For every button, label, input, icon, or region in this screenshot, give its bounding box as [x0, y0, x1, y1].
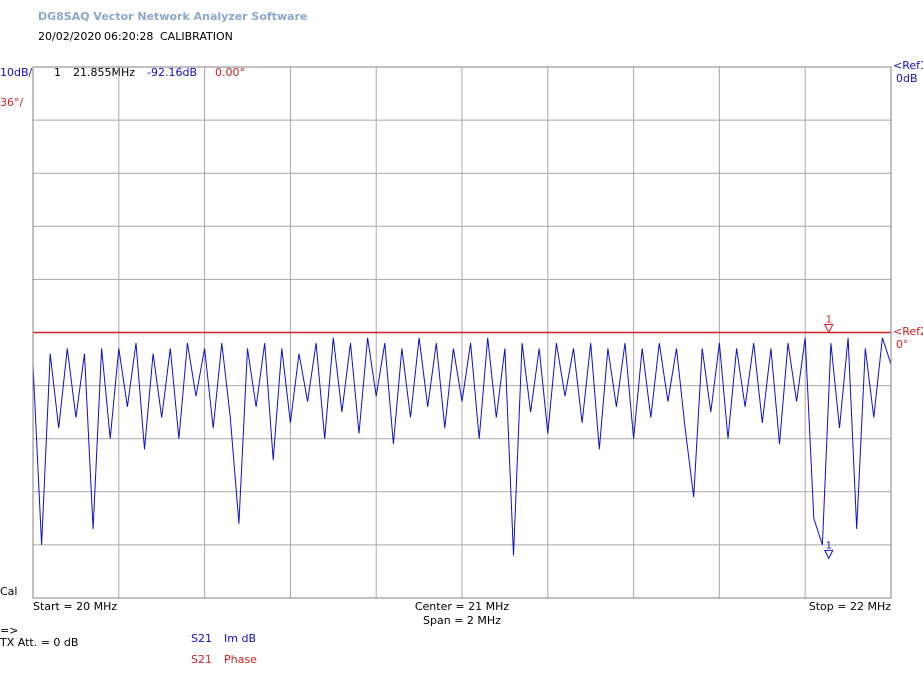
tx-att: TX Att. = 0 dB: [0, 636, 78, 649]
marker-db-symbol: [823, 549, 834, 560]
ref2-level: 0°: [896, 338, 909, 351]
marker-phase-symbol: [823, 324, 834, 334]
marker-number: 1: [826, 540, 832, 551]
scale-trace1: 10dB/: [0, 66, 33, 79]
legend-label: Im dB: [224, 632, 256, 645]
marker-index: 1: [54, 66, 61, 79]
legend-name: S21: [191, 632, 212, 645]
trace: [32, 337, 892, 556]
app-title: DG8SAQ Vector Network Analyzer Software: [38, 10, 307, 23]
marker-db: -92.16dB: [147, 66, 197, 79]
scale-trace2: 36°/: [0, 96, 23, 109]
ref1: <Ref1: [893, 59, 923, 72]
legend-name: S21: [191, 653, 212, 666]
center: Center = 21 MHz: [415, 600, 509, 613]
stop: Stop = 22 MHz: [809, 600, 891, 613]
cal: Cal: [0, 585, 17, 598]
ref1-level: 0dB: [896, 72, 918, 85]
marker-number: 1: [826, 315, 832, 326]
legend-label: Phase: [224, 653, 257, 666]
ref2: <Ref2: [893, 325, 923, 338]
marker-freq: 21.855MHz: [73, 66, 135, 79]
time: 06:20:28: [104, 30, 153, 43]
mode: CALIBRATION: [160, 30, 233, 43]
date: 20/02/2020: [38, 30, 101, 43]
start: Start = 20 MHz: [33, 600, 117, 613]
plot-frame: [32, 66, 892, 599]
marker-phase: 0.00°: [215, 66, 245, 79]
arrow: =>: [0, 624, 18, 637]
span: Span = 2 MHz: [423, 614, 501, 627]
